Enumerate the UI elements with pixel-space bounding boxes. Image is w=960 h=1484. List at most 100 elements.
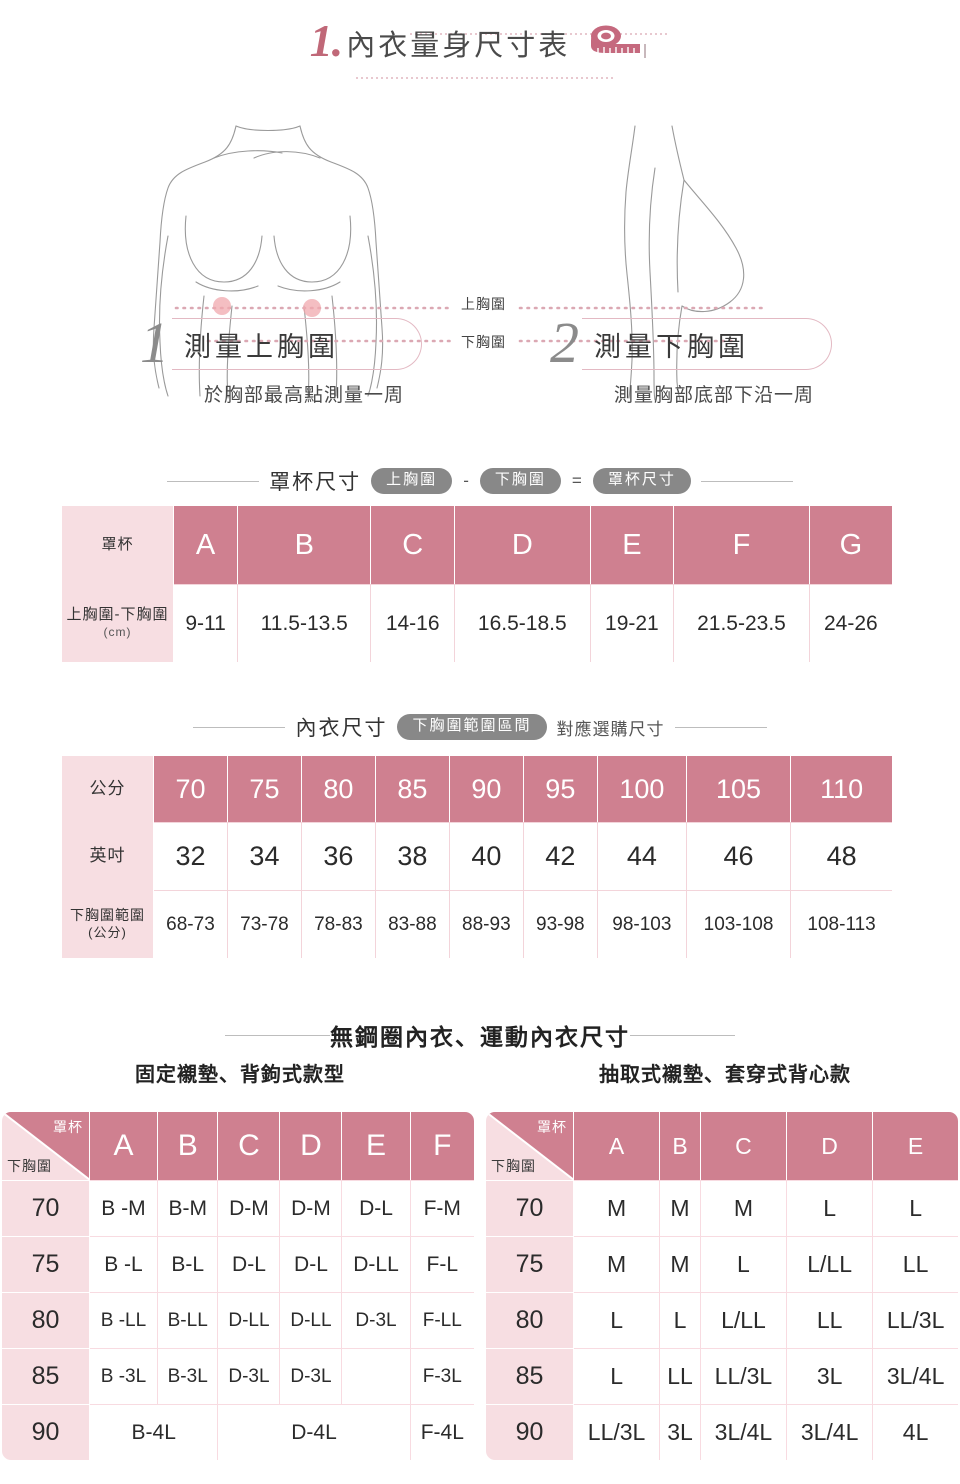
sports-right-cell: L: [574, 1292, 661, 1348]
sports-right-cup-header: D: [787, 1112, 874, 1180]
band-row-label-cm: 公分: [62, 756, 154, 822]
band-cm-cell: 90: [449, 756, 524, 822]
tape-measure-icon: [584, 23, 650, 66]
band-cm-cell: 100: [597, 756, 687, 822]
rule-right: [674, 726, 767, 728]
band-cm-cell: 70: [154, 756, 228, 822]
pill-upper-bust: 上胸圍: [371, 468, 453, 494]
sports-right-cell: LL: [787, 1292, 874, 1348]
step-2: 2 測量下胸圍 測量胸部底部下沿一周: [540, 314, 940, 406]
sports-right-cell: 3L: [660, 1404, 701, 1460]
cup-difference-cell: 16.5-18.5: [455, 584, 591, 662]
sports-bra-table-fixed-pad: 罩杯 下胸圍 A B C D E F 70 B -M B-M D-M D-M D…: [2, 1112, 474, 1460]
step-1-title-pill: 測量上胸圍: [172, 318, 422, 370]
band-range-cell: 78-83: [301, 890, 376, 958]
sports-right-band-label: 70: [486, 1180, 574, 1236]
rule-left: [193, 726, 286, 728]
sports-right-cell: 3L: [787, 1348, 874, 1404]
operator-equals: =: [571, 471, 582, 490]
table-row-differences: 上胸圍-下胸圍 (cm) 9-11 11.5-13.5 14-16 16.5-1…: [62, 584, 892, 662]
page-title-number: 1.: [309, 15, 343, 66]
band-inch-cell: 32: [154, 822, 228, 890]
cup-difference-cell: 9-11: [174, 584, 239, 662]
table-row: 70 M M M L L: [486, 1180, 958, 1236]
table-row-range: 下胸圍範圍 (公分) 68-73 73-78 78-83 83-88 88-93…: [62, 890, 892, 958]
sports-right-cell: LL/3L: [574, 1404, 661, 1460]
band-cm-cell: 105: [686, 756, 792, 822]
cup-difference-cell: 19-21: [590, 584, 675, 662]
sports-right-cell: L: [787, 1180, 874, 1236]
step-1-number: 1: [140, 310, 169, 375]
sports-left-cell: B -M: [90, 1180, 158, 1236]
table-row: 80 L L L/LL LL LL/3L: [486, 1292, 958, 1348]
band-cm-cell: 95: [523, 756, 598, 822]
step-1-subtitle: 於胸部最高點測量一周: [203, 385, 404, 406]
step-2-title-pill: 測量下胸圍: [582, 318, 832, 370]
table-row: 85 L LL LL/3L 3L 3L/4L: [486, 1348, 958, 1404]
sports-right-cup-header: E: [873, 1112, 958, 1180]
table-row: 70 B -M B-M D-M D-M D-L F-M: [2, 1180, 474, 1236]
sports-bra-table-removable-pad: 罩杯 下胸圍 A B C D E 70 M M M L L 75 M M L L…: [486, 1112, 958, 1460]
band-section-note: 對應選購尺寸: [556, 719, 665, 739]
sports-right-cell: L/LL: [787, 1236, 874, 1292]
title-decorative-dots-top: [410, 33, 670, 35]
cup-size-table: 罩杯 A B C D E F G 上胸圍-下胸圍 (cm) 9-11 11.5-…: [62, 506, 892, 662]
cup-section-header: 罩杯尺寸 上胸圍 - 下胸圍 = 罩杯尺寸: [0, 466, 960, 496]
table-header-row: 罩杯 下胸圍 A B C D E: [486, 1112, 958, 1180]
sports-right-cell: L: [700, 1236, 788, 1292]
page-title: 1. 內衣量身尺寸表: [0, 18, 960, 64]
corner-label-cup: 罩杯: [537, 1119, 567, 1135]
sports-right-cell: 3L/4L: [700, 1404, 788, 1460]
sports-right-cell: L: [660, 1292, 701, 1348]
sports-left-cell: F-3L: [410, 1348, 474, 1404]
sports-left-cup-header: C: [218, 1112, 281, 1180]
band-section-title: 內衣尺寸: [295, 717, 388, 740]
table-row-cm: 公分 70 75 80 85 90 95 100 105 110: [62, 756, 892, 822]
band-size-table: 公分 70 75 80 85 90 95 100 105 110 英吋 32 3…: [62, 756, 892, 958]
table-row: 80 B -LL B-LL D-LL D-LL D-3L F-LL: [2, 1292, 474, 1348]
label-upper-bust: 上胸圍: [456, 294, 511, 314]
sports-right-cell: LL/3L: [873, 1292, 958, 1348]
cup-header-cell: C: [371, 506, 456, 584]
band-range-cell: 73-78: [227, 890, 302, 958]
sports-right-cell: M: [660, 1236, 701, 1292]
cup-difference-cell: 24-26: [809, 584, 892, 662]
cup-table-row-label-cup: 罩杯: [62, 506, 174, 584]
sports-right-cell: L: [873, 1180, 958, 1236]
cup-header-cell: E: [590, 506, 675, 584]
sports-left-cell: D-3L: [280, 1348, 343, 1404]
sports-left-cell: D-LL: [342, 1236, 411, 1292]
sports-right-band-label: 75: [486, 1236, 574, 1292]
cup-header-cell: D: [455, 506, 591, 584]
label-under-bust: 下胸圍: [456, 332, 511, 352]
sports-section-title: 無鋼圈內衣、運動內衣尺寸: [330, 1024, 630, 1050]
band-inch-cell: 34: [227, 822, 302, 890]
sports-left-band-label: 70: [2, 1180, 90, 1236]
sports-left-cell: D-3L: [342, 1292, 411, 1348]
sports-right-band-label: 90: [486, 1404, 574, 1460]
cup-header-cell: F: [674, 506, 810, 584]
sports-right-band-label: 85: [486, 1348, 574, 1404]
sports-left-cell-empty: [342, 1348, 411, 1404]
cup-header-cell: G: [809, 506, 892, 584]
sports-right-cell: LL: [873, 1236, 958, 1292]
sports-right-cell: L: [574, 1348, 661, 1404]
band-inch-cell: 36: [301, 822, 376, 890]
band-cm-cell: 85: [375, 756, 450, 822]
sports-right-cell: LL: [660, 1348, 701, 1404]
sports-left-cup-header: F: [410, 1112, 474, 1180]
sports-right-cell: 3L/4L: [873, 1348, 958, 1404]
band-range-cell: 98-103: [597, 890, 687, 958]
pill-under-bust: 下胸圍: [479, 468, 561, 494]
sports-left-cell: B-M: [157, 1180, 219, 1236]
step-2-subtitle: 測量胸部底部下沿一周: [613, 385, 814, 406]
sports-right-cell: 3L/4L: [787, 1404, 874, 1460]
cup-header-cell: A: [174, 506, 239, 584]
corner-header-cell: 罩杯 下胸圍: [2, 1112, 90, 1180]
rule-left: [167, 480, 260, 482]
sports-section-header: 無鋼圈內衣、運動內衣尺寸: [0, 1018, 960, 1052]
band-inch-cell: 38: [375, 822, 450, 890]
sports-left-cell: F-L: [410, 1236, 474, 1292]
table-row: 75 M M L L/LL LL: [486, 1236, 958, 1292]
sports-left-cup-header: D: [280, 1112, 343, 1180]
